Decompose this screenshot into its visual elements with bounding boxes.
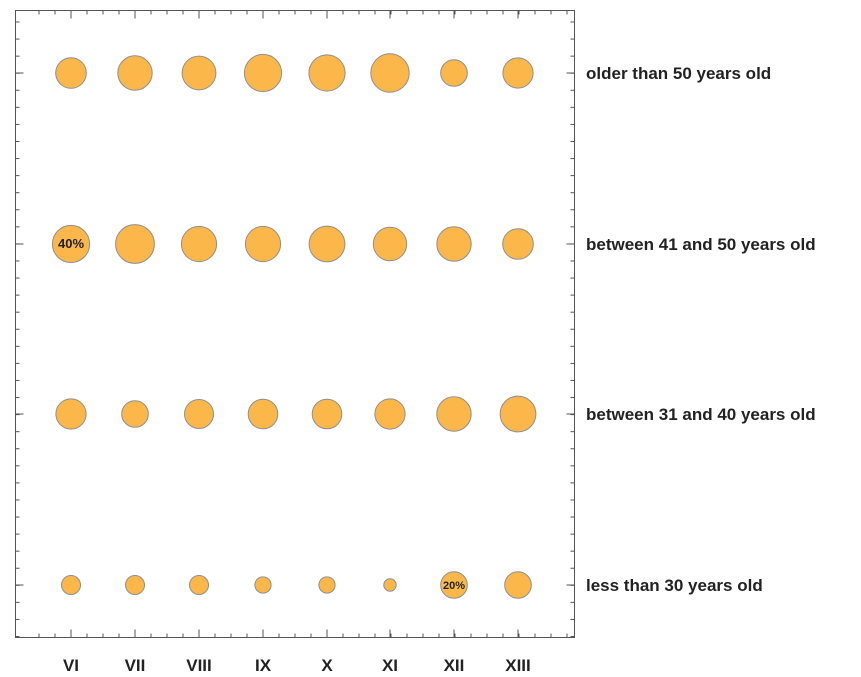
- bubble: [189, 575, 209, 595]
- bubble: [372, 226, 408, 262]
- bubble: [383, 578, 397, 592]
- y-category-label: older than 50 years old: [586, 64, 771, 83]
- bubble: [243, 53, 283, 93]
- bubble: [374, 398, 406, 430]
- x-tick-label: IX: [255, 656, 272, 675]
- bubble: [181, 55, 217, 91]
- y-category-label: less than 30 years old: [586, 576, 763, 595]
- x-axis-tick-labels: VI VII VIII IX X XI XII XIII: [63, 656, 531, 675]
- bubble-value-label: 40%: [58, 236, 84, 251]
- x-tick-label: XII: [444, 656, 465, 675]
- y-category-label: between 41 and 50 years old: [586, 235, 816, 254]
- bubble: [502, 57, 534, 89]
- x-tick-label: XIII: [505, 656, 531, 675]
- bubble: [436, 396, 472, 432]
- bubble-value-label: 20%: [443, 580, 465, 592]
- bubble: [121, 400, 149, 428]
- bubble: [244, 225, 282, 263]
- plot-frame: [15, 10, 575, 638]
- bubbles-group: [51, 53, 537, 599]
- bubble: [115, 224, 155, 264]
- x-tick-label: X: [321, 656, 333, 675]
- x-tick-label: VI: [63, 656, 79, 675]
- bubble: [308, 225, 346, 263]
- y-category-labels: older than 50 years old between 41 and 50…: [586, 64, 816, 595]
- bubble: [125, 575, 145, 595]
- bubble: [180, 225, 218, 263]
- bubble: [504, 571, 532, 599]
- bubble: [440, 571, 468, 599]
- y-category-label: between 31 and 40 years old: [586, 405, 816, 424]
- bubble: [440, 59, 468, 87]
- bubble: [51, 224, 91, 264]
- bubble: [61, 575, 81, 595]
- bubble-value-labels: 40% 20%: [58, 236, 465, 592]
- bubble: [308, 54, 346, 92]
- bubble: [55, 398, 87, 430]
- bubble: [55, 57, 87, 89]
- bubble: [254, 576, 272, 594]
- bubble: [499, 395, 537, 433]
- bubble: [502, 228, 534, 260]
- bubble: [184, 399, 214, 429]
- bubble: [311, 398, 343, 430]
- axis-ticks: [15, 10, 575, 638]
- bubble: [247, 398, 279, 430]
- bubble: [318, 576, 336, 594]
- bubble: [117, 55, 153, 91]
- bubble: [436, 226, 472, 262]
- x-tick-label: VII: [125, 656, 146, 675]
- x-tick-label: XI: [382, 656, 398, 675]
- bubble: [370, 53, 410, 93]
- x-tick-label: VIII: [186, 656, 212, 675]
